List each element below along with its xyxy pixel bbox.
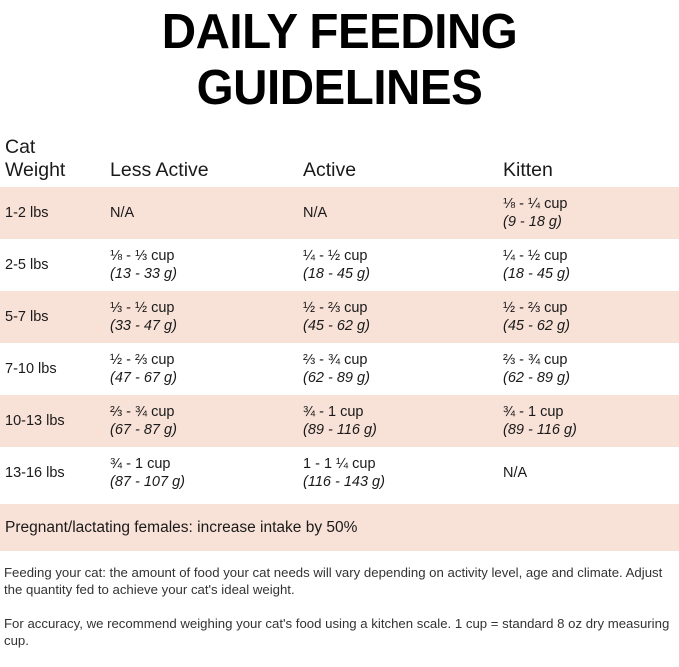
- cell-kitten: ¾ - 1 cup (89 - 116 g): [503, 395, 679, 447]
- footnote-feeding-advice: Feeding your cat: the amount of food you…: [4, 565, 663, 597]
- cup-amount: ¼ - ½ cup: [303, 248, 368, 264]
- feeding-guidelines-table: Cat Weight Less Active Active Kitten 1-2…: [0, 130, 679, 499]
- gram-amount: (89 - 116 g): [303, 422, 377, 438]
- gram-amount: (33 - 47 g): [110, 318, 177, 334]
- footnotes: Feeding your cat: the amount of food you…: [0, 551, 679, 649]
- cup-amount: ½ - ⅔ cup: [110, 352, 175, 368]
- cell-kitten: ¼ - ½ cup (18 - 45 g): [503, 239, 679, 291]
- cup-amount: N/A: [303, 205, 328, 221]
- cup-amount: ⅛ - ⅓ cup: [110, 248, 175, 264]
- cell-less-active: ⅓ - ½ cup (33 - 47 g): [110, 291, 303, 343]
- page-title-line-1: DAILY FEEDING: [161, 5, 518, 59]
- gram-amount: (18 - 45 g): [303, 266, 370, 282]
- cell-cat-weight: 13-16 lbs: [5, 465, 65, 481]
- cell-less-active: ⅔ - ¾ cup (67 - 87 g): [110, 395, 303, 447]
- gram-amount: (45 - 62 g): [503, 318, 570, 334]
- column-header-less-active: Less Active: [110, 159, 209, 181]
- cell-cat-weight: 2-5 lbs: [5, 257, 49, 273]
- cell-active: ½ - ⅔ cup (45 - 62 g): [303, 291, 503, 343]
- cell-cat-weight: 5-7 lbs: [5, 309, 49, 325]
- table-row: 13-16 lbs ¾ - 1 cup (87 - 107 g) 1 - 1 ¼…: [0, 447, 679, 499]
- table-header-row: Cat Weight Less Active Active Kitten: [0, 130, 679, 187]
- cup-amount: ⅓ - ½ cup: [110, 300, 175, 316]
- gram-amount: (62 - 89 g): [503, 370, 570, 386]
- table-row: 10-13 lbs ⅔ - ¾ cup (67 - 87 g) ¾ - 1 cu…: [0, 395, 679, 447]
- cell-active: N/A: [303, 187, 503, 239]
- cell-less-active: ⅛ - ⅓ cup (13 - 33 g): [110, 239, 303, 291]
- cup-amount: ⅔ - ¾ cup: [503, 352, 568, 368]
- cell-active: ⅔ - ¾ cup (62 - 89 g): [303, 343, 503, 395]
- cup-amount: N/A: [503, 465, 528, 481]
- cell-kitten: N/A: [503, 447, 679, 499]
- column-header-active: Active: [303, 159, 357, 181]
- cup-amount: N/A: [110, 205, 135, 221]
- gram-amount: (13 - 33 g): [110, 266, 177, 282]
- cell-active: 1 - 1 ¼ cup (116 - 143 g): [303, 447, 503, 499]
- cell-cat-weight: 10-13 lbs: [5, 413, 65, 429]
- cell-kitten: ½ - ⅔ cup (45 - 62 g): [503, 291, 679, 343]
- gram-amount: (18 - 45 g): [503, 266, 570, 282]
- cell-cat-weight: 1-2 lbs: [5, 205, 49, 221]
- cup-amount: ¾ - 1 cup: [303, 404, 364, 420]
- cup-amount: ½ - ⅔ cup: [303, 300, 368, 316]
- cup-amount: ⅛ - ¼ cup: [503, 196, 568, 212]
- cup-amount: ½ - ⅔ cup: [503, 300, 568, 316]
- cup-amount: ¾ - 1 cup: [110, 456, 171, 472]
- cell-active: ¼ - ½ cup (18 - 45 g): [303, 239, 503, 291]
- pregnant-lactating-banner: Pregnant/lactating females: increase int…: [0, 504, 679, 551]
- cup-amount: ¼ - ½ cup: [503, 248, 568, 264]
- table-row: 2-5 lbs ⅛ - ⅓ cup (13 - 33 g) ¼ - ½ cup …: [0, 239, 679, 291]
- cell-kitten: ⅔ - ¾ cup (62 - 89 g): [503, 343, 679, 395]
- gram-amount: (87 - 107 g): [110, 474, 185, 490]
- page-title: DAILY FEEDING GUIDELINES: [10, 0, 669, 116]
- cell-kitten: ⅛ - ¼ cup (9 - 18 g): [503, 187, 679, 239]
- gram-amount: (45 - 62 g): [303, 318, 370, 334]
- cup-amount: ⅔ - ¾ cup: [110, 404, 175, 420]
- cup-amount: ¾ - 1 cup: [503, 404, 564, 420]
- table-row: 5-7 lbs ⅓ - ½ cup (33 - 47 g) ½ - ⅔ cup …: [0, 291, 679, 343]
- gram-amount: (9 - 18 g): [503, 214, 562, 230]
- page-title-line-2: GUIDELINES: [196, 61, 483, 115]
- column-header-cat-weight: Cat Weight: [5, 136, 66, 181]
- footnote-accuracy-advice: For accuracy, we recommend weighing your…: [4, 616, 670, 648]
- gram-amount: (47 - 67 g): [110, 370, 177, 386]
- cell-less-active: N/A: [110, 187, 303, 239]
- cell-less-active: ½ - ⅔ cup (47 - 67 g): [110, 343, 303, 395]
- cup-amount: ⅔ - ¾ cup: [303, 352, 368, 368]
- gram-amount: (116 - 143 g): [303, 474, 385, 490]
- table-row: 1-2 lbs N/A N/A ⅛ - ¼ cup (9 - 18 g): [0, 187, 679, 239]
- gram-amount: (62 - 89 g): [303, 370, 370, 386]
- column-header-kitten: Kitten: [503, 159, 553, 181]
- table-row: 7-10 lbs ½ - ⅔ cup (47 - 67 g) ⅔ - ¾ cup…: [0, 343, 679, 395]
- gram-amount: (89 - 116 g): [503, 422, 577, 438]
- cell-active: ¾ - 1 cup (89 - 116 g): [303, 395, 503, 447]
- cell-cat-weight: 7-10 lbs: [5, 361, 57, 377]
- pregnant-lactating-text: Pregnant/lactating females: increase int…: [5, 518, 358, 536]
- cup-amount: 1 - 1 ¼ cup: [303, 456, 376, 472]
- cell-less-active: ¾ - 1 cup (87 - 107 g): [110, 447, 303, 499]
- gram-amount: (67 - 87 g): [110, 422, 177, 438]
